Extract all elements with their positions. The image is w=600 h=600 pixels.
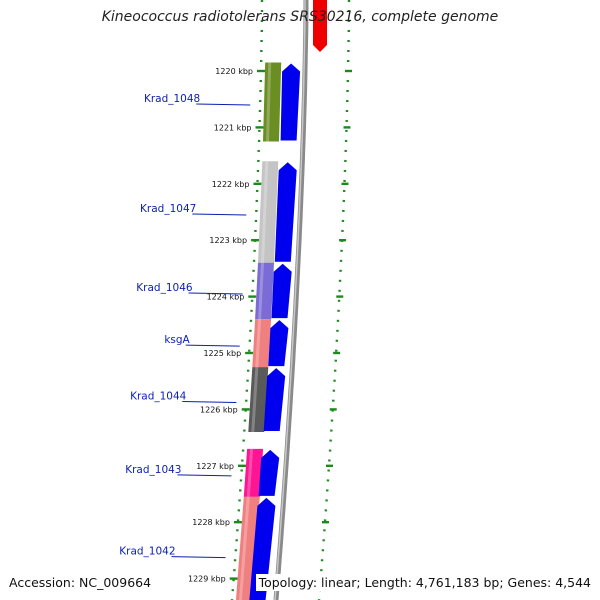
gene-block — [255, 262, 274, 320]
gene-block — [252, 319, 272, 368]
gene-block — [258, 161, 279, 263]
forward-strand-arrow — [258, 449, 280, 496]
tick-label: 1222 kbp — [212, 180, 250, 189]
forward-strand-arrow — [271, 263, 292, 319]
genome-axis-line — [273, 0, 309, 600]
gene-label: Krad_1044 — [130, 391, 187, 403]
forward-strand-arrow — [274, 162, 297, 262]
genome-summary-label: Topology: linear; Length: 4,761,183 bp; … — [255, 574, 594, 591]
gene-label-connector — [192, 213, 247, 216]
page-title: Kineococcus radiotolerans SRS30216, comp… — [101, 9, 499, 25]
gene-label: Krad_1042 — [119, 546, 175, 558]
tick-label: 1226 kbp — [200, 405, 238, 414]
gene-label-connector — [188, 292, 243, 295]
right-dotted-guide — [317, 0, 351, 600]
tick-label: 1225 kbp — [203, 349, 241, 358]
gene-block-shine — [261, 161, 269, 263]
gene-block — [248, 367, 269, 432]
gene-block — [263, 62, 282, 142]
tick-label: 1228 kbp — [192, 518, 230, 527]
tick-label: 1223 kbp — [209, 236, 247, 245]
gene-label-connector — [182, 401, 237, 404]
gene-label-connector — [185, 344, 240, 347]
left-dotted-guide — [230, 0, 264, 600]
tick-label: 1221 kbp — [214, 123, 252, 132]
gene-block-shine — [246, 448, 254, 497]
gene-label-connector — [196, 103, 251, 106]
gene-label: Krad_1048 — [144, 93, 200, 105]
gene-block-shine — [251, 367, 259, 432]
gene-block-shine — [238, 496, 250, 600]
gene-block-shine — [255, 319, 262, 368]
genome-axis-highlight — [274, 0, 306, 600]
gene-label: Krad_1047 — [140, 203, 196, 215]
gene-label: Krad_1043 — [125, 464, 181, 476]
gene-label-connector — [171, 556, 226, 559]
accession-label: Accession: NC_009664 — [6, 574, 155, 591]
forward-strand-arrow — [280, 63, 301, 141]
gene-block-shine — [266, 62, 272, 142]
gene-label: ksgA — [164, 334, 190, 346]
gene-label: Krad_1046 — [136, 282, 193, 294]
tick-label: 1229 kbp — [188, 575, 226, 584]
gene-block — [243, 448, 264, 497]
tick-label: 1227 kbp — [196, 462, 234, 471]
tick-label: 1224 kbp — [207, 293, 245, 302]
forward-strand-arrow — [268, 320, 289, 367]
gene-label-connector — [177, 474, 232, 477]
reverse-strand-arrow — [313, 0, 327, 52]
tick-label: 1220 kbp — [215, 67, 253, 76]
forward-strand-arrow — [263, 368, 286, 431]
gene-block-shine — [258, 262, 264, 320]
